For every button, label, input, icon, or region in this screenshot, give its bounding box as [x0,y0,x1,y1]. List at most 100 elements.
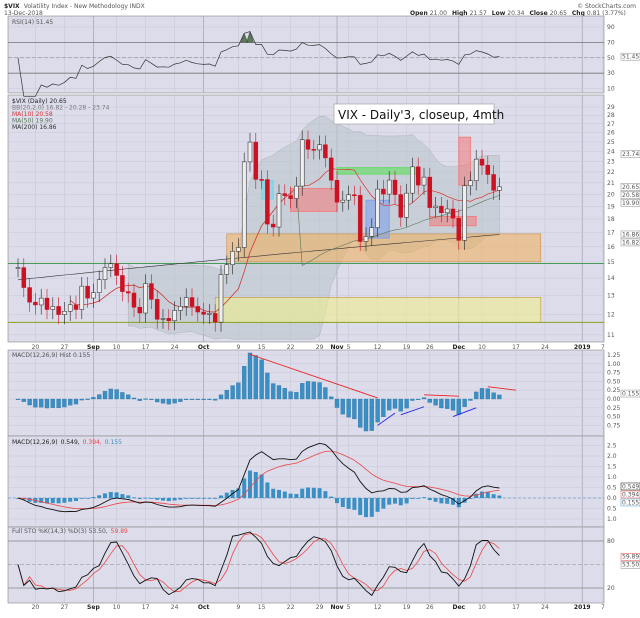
y-tick-label: 0.25 [607,405,621,412]
macd-hist-bar [50,498,55,504]
candle [462,185,467,241]
x-tick-label: 24 [171,344,179,351]
macd-hist-bar [456,398,461,415]
macd-hist-title: MACD(12,26,9) Hist 0.155 [12,352,90,359]
macd-hist-bar [184,498,189,499]
x-tick-label: 22 [287,344,295,351]
y-tick-label: 2.5 [607,443,617,450]
value-tag-text: 16.82 [622,239,639,246]
candle [276,193,282,228]
macd-hist-bar [369,398,374,431]
macd-hist-bar [381,398,386,417]
value-tag [620,230,640,239]
macd-hist-bar [155,398,160,403]
macd-hist-bar [73,398,79,405]
y-tick-label: 0.75 [607,370,621,377]
macd-hist-bar [218,394,224,400]
candle [143,283,148,314]
candle [120,275,125,292]
green-box [336,167,419,175]
macd-hist-bar [410,498,415,499]
trendline [487,386,517,391]
x-tick-label: Oct [198,344,210,351]
candle [270,223,276,228]
candle [415,166,421,186]
candle [195,306,201,313]
x-tick-label: 24 [541,344,549,351]
macd-hist-bar [410,398,415,401]
macd-hist-bar [91,397,96,400]
macd-hist-bar [335,498,339,504]
x-tick-label: 9 [236,604,240,611]
x-tick-label: 10 [113,344,121,351]
macd-hist-bar [468,398,473,401]
macd-hist-bar [404,498,409,504]
candle [201,311,206,315]
macd-hist-bar [230,385,235,400]
macd-hist-bar [381,498,386,509]
macd-hist-bar [491,494,496,498]
x-tick-label: 27 [61,604,69,611]
macd-hist-bar [242,478,247,498]
x-tick-label: 12 [374,604,382,611]
macd-hist-bar [282,388,287,400]
macd-hist-bar [108,491,113,498]
ohlc-value: 21.00 [430,10,447,17]
candle [253,141,259,180]
macd-hist-bar [236,382,241,400]
y-tick-label: 0.0 [607,495,617,502]
macd-hist-bar [363,398,369,432]
macd-hist-bar [137,498,142,500]
macd-hist-bar [33,398,38,408]
y-tick-label: 0.75 [607,422,621,429]
brand: © StockCharts.com [577,3,636,10]
trendline [377,412,396,426]
x-tick-label: Dec [452,344,465,351]
macd-hist-bar [439,398,444,409]
macd-hist-bar [311,487,316,498]
rsi-line [17,31,500,97]
macd-hist-bar [56,498,61,504]
macd-hist-bar [172,498,177,501]
x-tick-label: 26 [426,604,434,611]
macd-hist-bar [97,394,102,400]
candle [96,279,102,293]
y-tick-label: 14 [607,275,615,282]
macd-hist-bar [120,392,125,400]
macd-hist-bar [126,394,131,400]
candle [207,313,212,315]
macd-hist-bar [201,398,206,400]
y-tick-label: 1.5 [607,464,617,471]
macd-hist-bar [242,365,247,400]
ohlc-readout: Open 21.00 High 21.57 Low 20.34 Close 20.65 Chg 0… [410,10,626,17]
value-tag [620,552,640,561]
macd-hist-bar [445,398,450,409]
macd-hist-bar [358,398,363,428]
x-tick-label: Oct [198,604,210,611]
x-tick-label: 9 [236,344,240,351]
candle [149,283,154,300]
yellow-zone [214,297,542,323]
y-tick-label: 50 [607,55,615,62]
candle [346,194,351,201]
ohlc-value: 20.34 [507,10,524,17]
candle [450,208,456,219]
ohlc-value: 0.81 (3.77%) [587,10,626,17]
macd-hist-bar [352,498,357,510]
macd-hist-bar [450,398,456,411]
y-tick-label: 0.50 [607,378,621,385]
macd-hist-bar [97,495,102,498]
candle [439,205,444,214]
y-tick-label: 16 [607,244,615,251]
x-tick-label: 10 [478,604,486,611]
y-tick-label: 20 [607,585,615,592]
y-tick-label: 1.25 [607,352,621,359]
macd-hist-bar [85,398,90,400]
macd-hist-bar [126,495,131,498]
y-tick-label: 0.00 [607,396,621,403]
value-tag-text: 0.549 [622,483,639,490]
candle [410,166,415,194]
macd-hist-bar [479,388,485,400]
candle [404,192,409,218]
